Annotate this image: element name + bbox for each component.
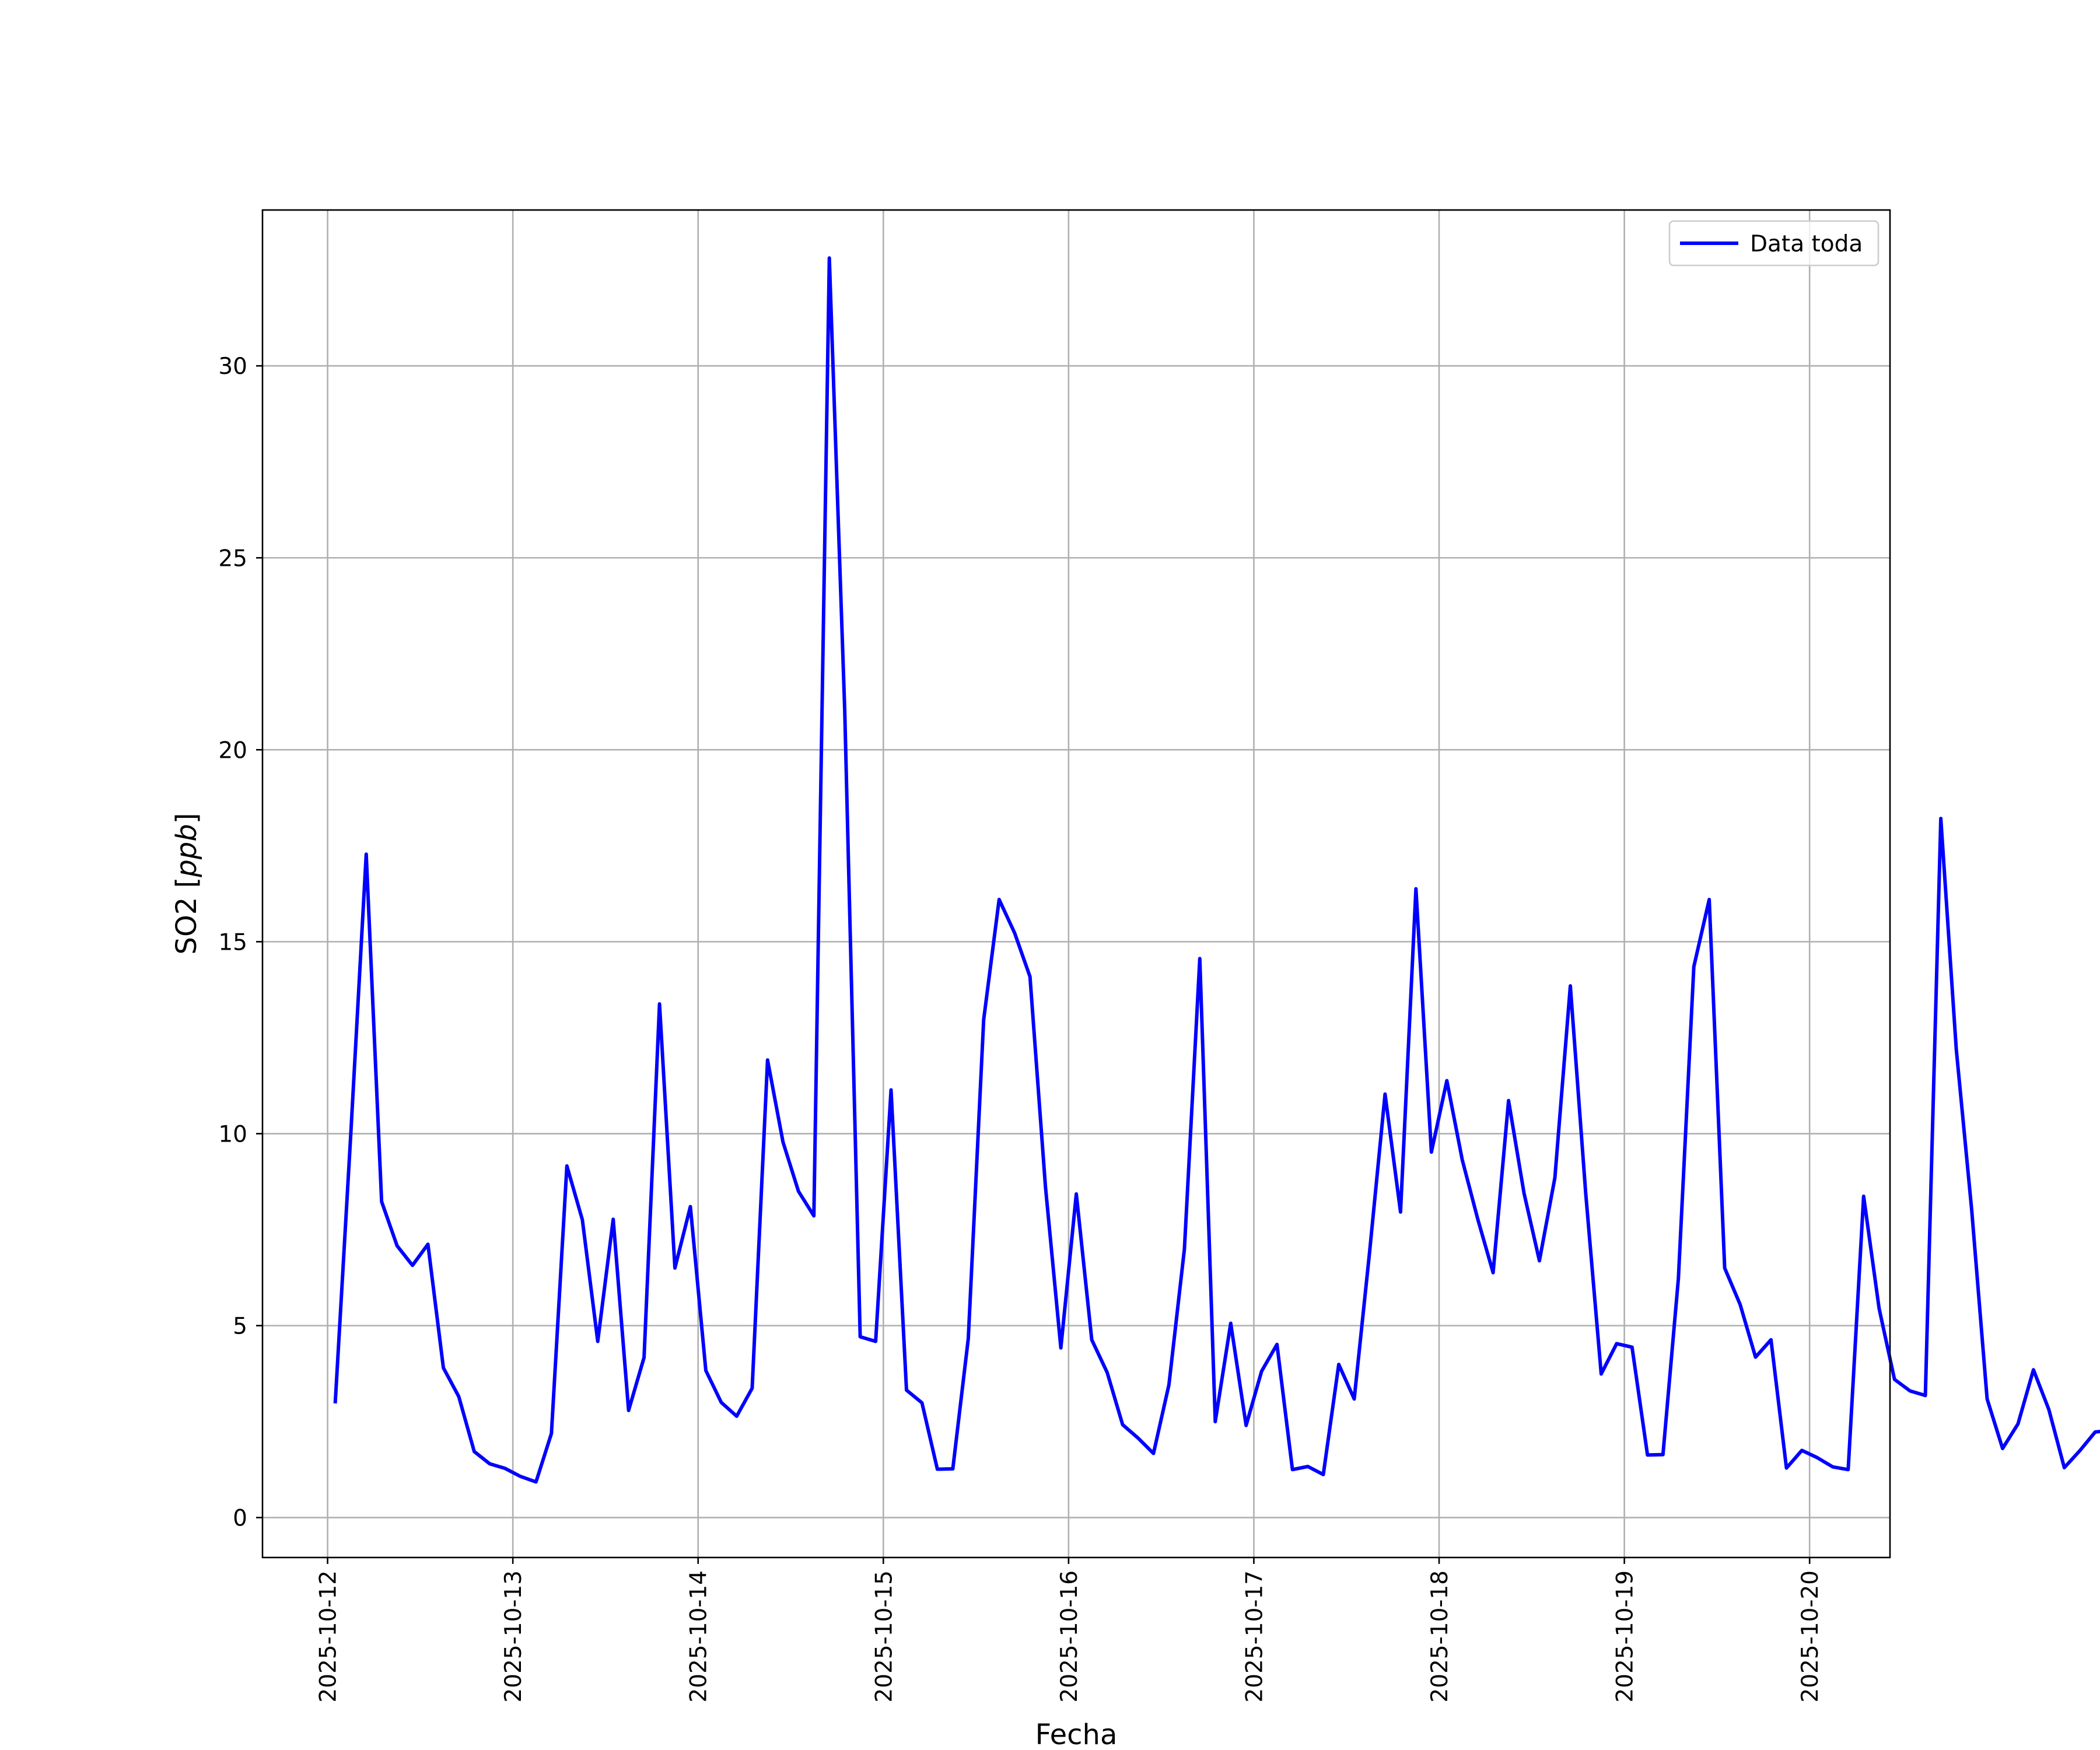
y-tick-label: 0: [233, 1506, 247, 1532]
legend: Data toda: [1668, 220, 1880, 267]
legend-box: [1668, 220, 1880, 267]
y-tick-label: 15: [218, 929, 247, 956]
y-tick-label: 25: [218, 545, 247, 572]
y-tick-label: 5: [233, 1313, 247, 1339]
x-axis-label: Fecha: [1035, 1718, 1118, 1750]
x-tick-label: 2025-10-12: [316, 1570, 342, 1703]
y-axis-label: SO2 [ppb]: [170, 813, 203, 955]
y-tick-label: 20: [218, 737, 247, 764]
x-tick-label: 2025-10-19: [1612, 1570, 1639, 1703]
series-layer: [333, 256, 2100, 1484]
y-tick-label: 30: [218, 354, 247, 380]
series-line: [333, 256, 2100, 1484]
x-tick-label: 2025-10-14: [686, 1570, 712, 1703]
grid: [262, 210, 1890, 1558]
x-tick-label: 2025-10-15: [871, 1570, 897, 1703]
x-tick-label: 2025-10-18: [1427, 1570, 1453, 1703]
x-tick-label: 2025-10-16: [1056, 1570, 1083, 1703]
legend-label: Data toda: [1750, 231, 1863, 257]
x-tick-label: 2025-10-20: [1797, 1570, 1824, 1703]
x-tick-label: 2025-10-13: [501, 1570, 527, 1703]
plot-frame: [261, 209, 1891, 1559]
y-axis-label-suffix: ]: [170, 813, 203, 824]
x-tick-label: 2025-10-17: [1241, 1570, 1268, 1703]
ticks: 2025-10-12 2025-10-13 2025-10-14 2025-10-15…: [218, 354, 1824, 1702]
y-axis-label-unit: ppb: [170, 824, 203, 877]
y-axis-label-prefix: SO2 [: [170, 877, 203, 955]
y-tick-label: 10: [218, 1121, 247, 1147]
